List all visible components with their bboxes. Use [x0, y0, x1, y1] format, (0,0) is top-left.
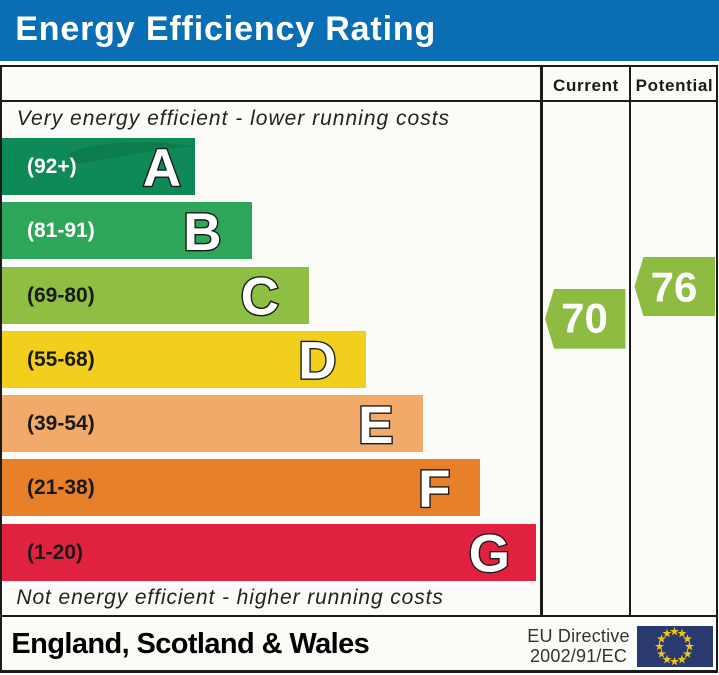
- svg-text:70: 70: [561, 295, 608, 342]
- svg-text:F: F: [418, 460, 450, 519]
- svg-text:E: E: [358, 396, 393, 455]
- svg-text:B: B: [183, 203, 221, 262]
- svg-text:D: D: [298, 332, 336, 391]
- svg-text:C: C: [241, 267, 279, 326]
- svg-text:G: G: [469, 524, 510, 583]
- svg-text:A: A: [143, 139, 181, 198]
- svg-text:76: 76: [651, 264, 698, 311]
